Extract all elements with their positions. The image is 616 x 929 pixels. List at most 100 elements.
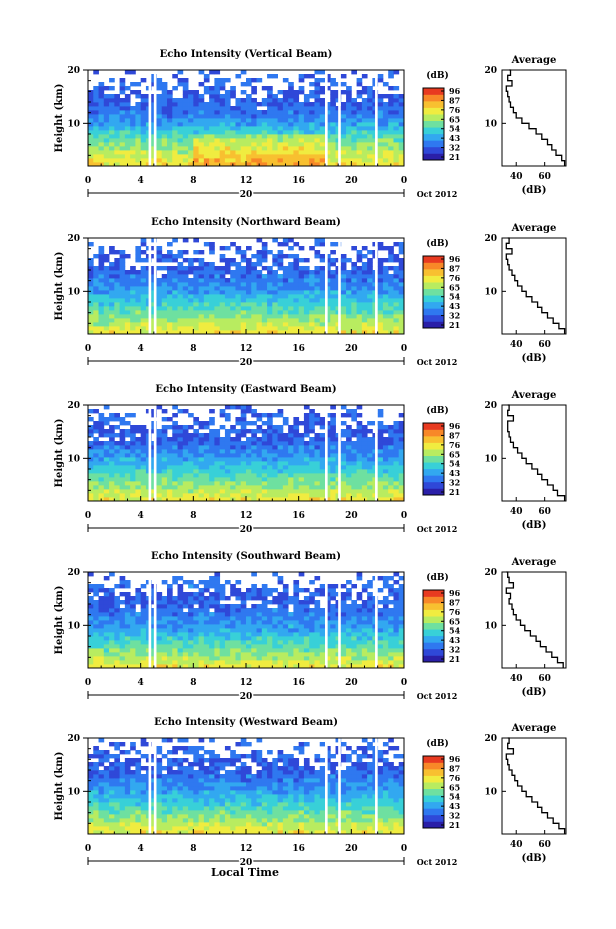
- heatmap-cell: [177, 102, 184, 107]
- heatmap-cell: [119, 90, 126, 95]
- heatmap-cell: [161, 126, 168, 131]
- heatmap-cell: [130, 118, 136, 123]
- heatmap-cell: [177, 441, 184, 446]
- heatmap-cell: [251, 421, 257, 426]
- heatmap-cell: [272, 588, 278, 593]
- heatmap-cell: [367, 122, 373, 127]
- heatmap-cell: [182, 282, 189, 287]
- heatmap-cell: [256, 130, 263, 135]
- heatmap-cell: [325, 154, 331, 159]
- heatmap-cell: [230, 493, 236, 498]
- heatmap-cell: [346, 150, 352, 155]
- heatmap-cell: [135, 481, 142, 486]
- heatmap-cell: [214, 592, 221, 597]
- heatmap-cell: [393, 102, 400, 107]
- heatmap-cell: [88, 441, 94, 446]
- heatmap-cell: [193, 158, 199, 163]
- heatmap-cell: [251, 138, 257, 143]
- heatmap-cell: [135, 497, 142, 502]
- heatmap-cell: [346, 640, 352, 645]
- heatmap-cell: [182, 158, 189, 163]
- heatmap-cell: [219, 258, 226, 263]
- heatmap-cell: [303, 162, 310, 167]
- heatmap-cell: [361, 286, 368, 291]
- heatmap-cell: [140, 469, 147, 474]
- heatmap-cell: [288, 425, 294, 430]
- heatmap-cell: [124, 600, 131, 605]
- heatmap-cell: [356, 78, 363, 83]
- heatmap-cell: [272, 326, 278, 331]
- heatmap-cell: [367, 632, 373, 637]
- heatmap-cell: [240, 493, 247, 498]
- heatmap-cell: [330, 330, 336, 335]
- heatmap-cell: [325, 429, 331, 434]
- heatmap-cell: [182, 660, 189, 665]
- heatmap-cell: [367, 624, 373, 629]
- heatmap-cell: [267, 481, 273, 486]
- heatmap-cell: [98, 477, 105, 482]
- heatmap-cell: [351, 278, 357, 283]
- heatmap-cell: [246, 306, 252, 311]
- heatmap-cell: [156, 592, 163, 597]
- heatmap-cell: [246, 453, 252, 458]
- heatmap-cell: [182, 620, 189, 625]
- heatmap-cell: [124, 584, 131, 589]
- colorbar-tick-label: 54: [449, 459, 461, 469]
- heatmap-cell: [214, 449, 221, 454]
- heatmap-cell: [188, 445, 194, 450]
- heatmap-cell: [356, 449, 363, 454]
- heatmap-cell: [261, 413, 268, 418]
- heatmap-cell: [240, 644, 247, 649]
- heatmap-cell: [325, 413, 331, 418]
- heatmap-cell: [98, 433, 105, 438]
- heatmap-cell: [272, 114, 278, 119]
- heatmap-cell: [267, 461, 273, 466]
- heatmap-cell: [351, 600, 357, 605]
- heatmap-cell: [393, 114, 400, 119]
- heatmap-cell: [235, 278, 242, 283]
- heatmap-cell: [235, 628, 242, 633]
- heatmap-cell: [267, 640, 273, 645]
- heatmap-cell: [193, 421, 199, 426]
- heatmap-cell: [246, 656, 252, 661]
- heatmap-cell: [161, 102, 168, 107]
- heatmap-cell: [398, 413, 405, 418]
- heatmap-cell: [277, 493, 284, 498]
- heatmap-cell: [377, 98, 384, 103]
- heatmap-cell: [130, 322, 136, 327]
- heatmap-cell: [156, 620, 163, 625]
- heatmap-cell: [293, 282, 300, 287]
- heatmap-cell: [340, 106, 347, 111]
- heatmap-cell: [209, 469, 215, 474]
- heatmap-cell: [314, 254, 321, 259]
- heatmap-cell: [235, 246, 242, 251]
- heatmap-cell: [272, 413, 278, 418]
- profile-y-tick-label: 20: [484, 401, 497, 411]
- heatmap-cell: [235, 102, 242, 107]
- heatmap-cell: [224, 664, 231, 669]
- heatmap-cell: [135, 274, 142, 279]
- heatmap-cell: [293, 158, 300, 163]
- heatmap-cell: [219, 314, 226, 319]
- heatmap-cell: [182, 489, 189, 494]
- heatmap-cell: [172, 258, 178, 263]
- heatmap-cell: [325, 322, 331, 327]
- heatmap-cell: [267, 290, 273, 295]
- heatmap-cell: [251, 306, 257, 311]
- heatmap-cell: [130, 457, 136, 462]
- heatmap-cell: [93, 441, 99, 446]
- heatmap-cell: [198, 262, 205, 267]
- heatmap-cell: [377, 94, 384, 99]
- heatmap-cell: [346, 122, 352, 127]
- heatmap-cell: [277, 130, 284, 135]
- heatmap-cell: [140, 238, 147, 243]
- heatmap-cell: [224, 640, 231, 645]
- heatmap-cell: [382, 624, 389, 629]
- heatmap-cell: [109, 266, 115, 271]
- heatmap-cell: [119, 640, 126, 645]
- heatmap-cell: [361, 318, 368, 323]
- heatmap-cell: [309, 326, 315, 331]
- heatmap-cell: [288, 612, 294, 617]
- heatmap-cell: [261, 624, 268, 629]
- heatmap-cell: [272, 146, 278, 151]
